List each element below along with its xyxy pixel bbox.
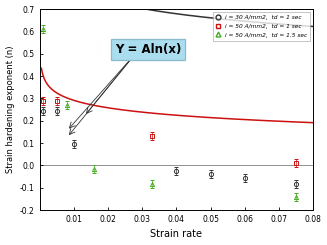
Text: Y = Aln(x): Y = Aln(x) [115, 43, 181, 56]
Y-axis label: Strain hardening exponent (n): Strain hardening exponent (n) [6, 46, 15, 173]
Legend: i = 30 A/mm2,  td = 1 sec, i = 50 A/mm2,  td = 1 sec, i = 50 A/mm2,  td = 1.5 se: i = 30 A/mm2, td = 1 sec, i = 50 A/mm2, … [213, 12, 310, 40]
X-axis label: Strain rate: Strain rate [150, 230, 202, 239]
